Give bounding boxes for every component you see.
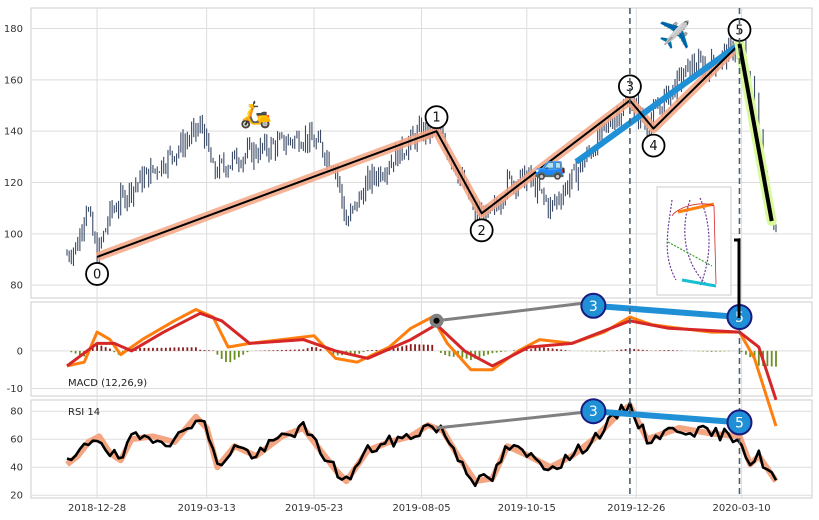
x-tick-label: 2018-12-28 [68, 503, 126, 514]
rsi-badge-circle [726, 409, 753, 436]
inset-diagram [656, 186, 732, 296]
macd-signal-line [66, 311, 778, 401]
macd-gray-line [436, 300, 594, 323]
wave-label-circle [85, 262, 109, 286]
x-tick-label: 2019-05-23 [285, 503, 343, 514]
price-y-tick-label: 160 [4, 75, 23, 86]
price-y-tick-label: 100 [4, 229, 23, 240]
rsi-y-tick-label: 20 [10, 491, 23, 502]
badges: 3 5 3 5 [580, 292, 753, 436]
rsi-badge-circle [580, 398, 607, 425]
rsi-y-tick-label: 60 [10, 435, 23, 446]
price-y-tick-label: 140 [4, 127, 23, 138]
price-y-tick-label: 180 [4, 24, 23, 35]
macd-label: MACD (12,26,9) [68, 378, 147, 389]
airplane-icon: ✈️ [659, 19, 691, 51]
rsi-label: RSI 14 [68, 407, 100, 418]
price-divergence-line [574, 41, 742, 165]
elliott-wave-line [96, 43, 741, 258]
wave-label-1: 1 [432, 111, 440, 126]
scooter-icon: 🛵 [240, 100, 272, 130]
macd-badge-circle [580, 292, 607, 319]
wave-label-circle [469, 218, 494, 243]
wave-label-3: 3 [626, 80, 634, 95]
projection-line [737, 43, 774, 222]
wave-label-2: 2 [478, 224, 486, 239]
wave-label-circle [641, 133, 666, 158]
macd-badge-5: 5 [735, 310, 744, 326]
wave-label-0: 0 [93, 267, 101, 282]
rsi-line [66, 401, 778, 488]
rsi-y-tick-label: 80 [10, 407, 23, 418]
macd-layer [66, 300, 778, 427]
rsi-badge-3: 3 [589, 404, 598, 420]
wave-label-circle [618, 74, 642, 99]
x-tick-label: 2019-10-15 [498, 503, 556, 514]
price-y-tick-label: 80 [10, 281, 23, 292]
rsi-gray-line [436, 409, 594, 430]
rsi-badge-5: 5 [735, 415, 744, 431]
rsi-y-tick-label: 40 [10, 463, 23, 474]
macd-y-tick-label: 0 [17, 346, 23, 357]
wave-label-circle [424, 105, 449, 130]
macd-badge-3: 3 [589, 299, 598, 315]
macd-divergence-line [593, 302, 740, 321]
x-tick-label: 2020-03-10 [713, 503, 771, 514]
inset-connector [734, 238, 741, 318]
wave-label-4: 4 [649, 139, 657, 154]
price-y-tick-label: 120 [4, 178, 23, 189]
x-tick-label: 2019-08-05 [392, 503, 450, 514]
car-icon: 🚙 [534, 152, 566, 182]
rsi-divergence-line [593, 408, 740, 426]
x-tick-label: 2019-12-26 [607, 503, 665, 514]
macd-gray-dot-center [433, 317, 440, 324]
macd-y-tick-label: -10 [7, 384, 23, 395]
rsi-layer [65, 401, 779, 488]
x-tick-label: 2019-03-13 [178, 503, 236, 514]
